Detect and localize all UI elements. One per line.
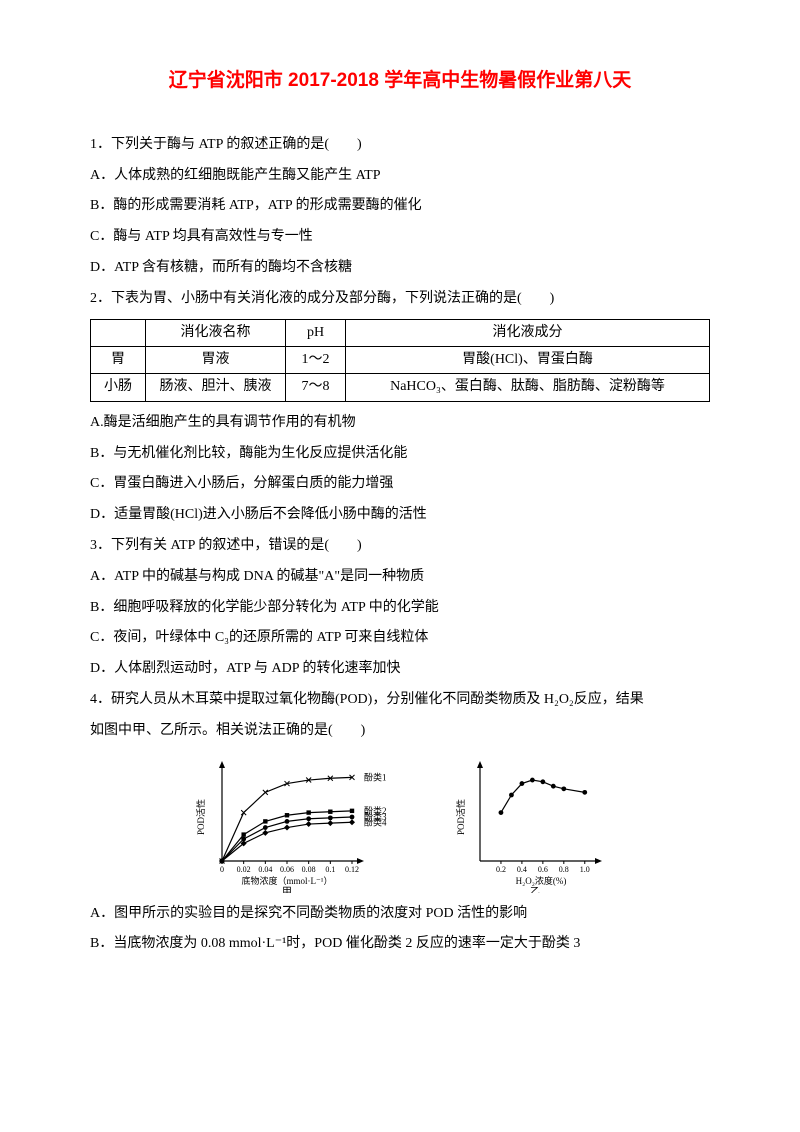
q2-option-d: D．适量胃酸(HCl)进入小肠后不会降低小肠中酶的活性 xyxy=(90,500,710,531)
svg-text:0.6: 0.6 xyxy=(538,865,548,874)
chart-jia: 00.020.040.060.080.10.12酚类1酚类2酚类3酚类4POD活… xyxy=(190,753,400,893)
q2-r0c1: 胃液 xyxy=(146,346,286,373)
q3-option-d: D．人体剧烈运动时，ATP 与 ADP 的转化速率加快 xyxy=(90,654,710,685)
svg-text:酚类1: 酚类1 xyxy=(364,771,387,782)
svg-text:1.0: 1.0 xyxy=(580,865,590,874)
svg-text:POD活性: POD活性 xyxy=(455,799,466,835)
svg-text:0.06: 0.06 xyxy=(280,865,294,874)
q2-r0c2: 1～2 xyxy=(286,346,346,373)
q3-option-b: B．细胞呼吸释放的化学能少部分转化为 ATP 中的化学能 xyxy=(90,593,710,624)
chart-row: 00.020.040.060.080.10.12酚类1酚类2酚类3酚类4POD活… xyxy=(90,753,710,893)
q2-th-2: pH xyxy=(286,319,346,346)
svg-text:0.08: 0.08 xyxy=(302,865,316,874)
svg-text:0.02: 0.02 xyxy=(237,865,251,874)
q3-option-a: A．ATP 中的碱基与构成 DNA 的碱基"A"是同一种物质 xyxy=(90,562,710,593)
q2-r0c0: 胃 xyxy=(91,346,146,373)
svg-text:0.8: 0.8 xyxy=(559,865,569,874)
q2-r1c2: 7～8 xyxy=(286,374,346,401)
q2-r1c3: NaHCO₃、蛋白酶、肽酶、脂肪酶、淀粉酶等 xyxy=(346,374,710,401)
q3-option-c: C．夜间，叶绿体中 C₃的还原所需的 ATP 可来自线粒体 xyxy=(90,623,710,654)
q2-r1c0: 小肠 xyxy=(91,374,146,401)
q4-option-b: B．当底物浓度为 0.08 mmol·L⁻¹时，POD 催化酚类 2 反应的速率… xyxy=(90,929,710,960)
svg-text:0: 0 xyxy=(220,865,224,874)
q2-option-c: C．胃蛋白酶进入小肠后，分解蛋白质的能力增强 xyxy=(90,469,710,500)
svg-text:酚类4: 酚类4 xyxy=(364,816,387,827)
q2-r1c1: 肠液、胆汁、胰液 xyxy=(146,374,286,401)
q2-th-3: 消化液成分 xyxy=(346,319,710,346)
svg-text:底物浓度（mmol·L⁻¹）: 底物浓度（mmol·L⁻¹） xyxy=(242,875,333,886)
q2-th-1: 消化液名称 xyxy=(146,319,286,346)
q1-option-a: A．人体成熟的红细胞既能产生酶又能产生 ATP xyxy=(90,161,710,192)
svg-text:甲: 甲 xyxy=(282,887,292,893)
q2-stem: 2．下表为胃、小肠中有关消化液的成分及部分酶，下列说法正确的是( ) xyxy=(90,284,710,315)
q2-table: 消化液名称 pH 消化液成分 胃 胃液 1～2 胃酸(HCl)、胃蛋白酶 小肠 … xyxy=(90,319,710,402)
q1-option-c: C．酶与 ATP 均具有高效性与专一性 xyxy=(90,222,710,253)
chart-yi: 0.2 0.4 0.6 0.8 1.0 POD活性 H₂O₂浓度(%)乙 xyxy=(450,753,610,893)
svg-text:H₂O₂浓度(%): H₂O₂浓度(%) xyxy=(516,875,567,886)
svg-text:0.1: 0.1 xyxy=(325,865,335,874)
q1-option-d: D．ATP 含有核糖，而所有的酶均不含核糖 xyxy=(90,253,710,284)
svg-text:0.12: 0.12 xyxy=(345,865,359,874)
svg-text:乙: 乙 xyxy=(530,886,540,893)
svg-text:POD活性: POD活性 xyxy=(195,799,206,835)
q3-stem: 3．下列有关 ATP 的叙述中，错误的是( ) xyxy=(90,531,710,562)
q2-th-0 xyxy=(91,319,146,346)
svg-text:0.04: 0.04 xyxy=(258,865,272,874)
q2-r0c3: 胃酸(HCl)、胃蛋白酶 xyxy=(346,346,710,373)
q1-option-b: B．酶的形成需要消耗 ATP，ATP 的形成需要酶的催化 xyxy=(90,191,710,222)
svg-text:0.2: 0.2 xyxy=(496,865,506,874)
q4-option-a: A．图甲所示的实验目的是探究不同酚类物质的浓度对 POD 活性的影响 xyxy=(90,899,710,930)
q4-stem-1: 4．研究人员从木耳菜中提取过氧化物酶(POD)，分别催化不同酚类物质及 H₂O₂… xyxy=(90,685,710,716)
q2-option-b: B．与无机催化剂比较，酶能为生化反应提供活化能 xyxy=(90,439,710,470)
page-title: 辽宁省沈阳市 2017-2018 学年高中生物暑假作业第八天 xyxy=(90,60,710,102)
svg-text:0.4: 0.4 xyxy=(517,865,527,874)
q4-stem-2: 如图中甲、乙所示。相关说法正确的是( ) xyxy=(90,716,710,747)
q2-option-a: A.酶是活细胞产生的具有调节作用的有机物 xyxy=(90,408,710,439)
q1-stem: 1．下列关于酶与 ATP 的叙述正确的是( ) xyxy=(90,130,710,161)
